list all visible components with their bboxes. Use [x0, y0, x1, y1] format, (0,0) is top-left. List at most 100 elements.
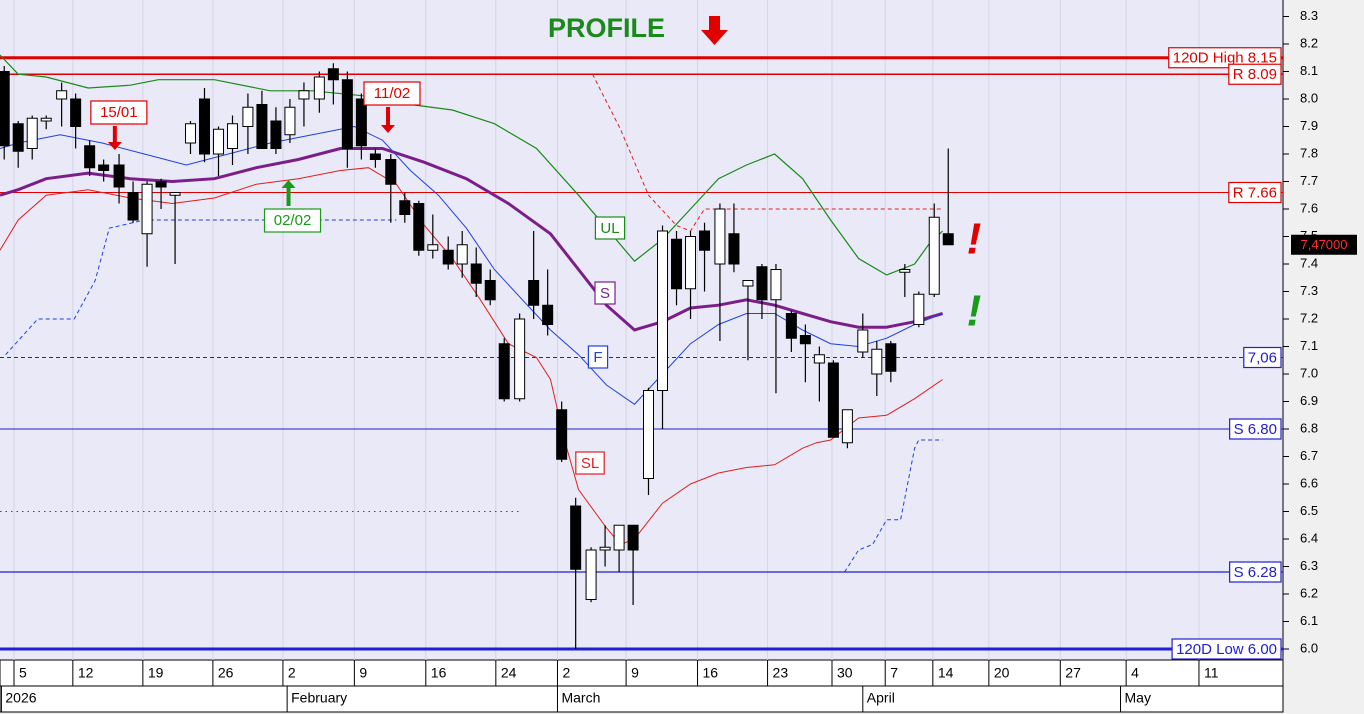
candle-body	[113, 164, 125, 188]
candle-body	[155, 181, 167, 188]
level-label: R 8.09	[1233, 66, 1277, 83]
candle-body	[613, 524, 625, 551]
candle-body	[885, 343, 897, 372]
candle-body	[256, 104, 268, 149]
candle-body	[413, 203, 425, 251]
level-label: 120D High 8.15	[1173, 50, 1277, 67]
candle-body	[56, 90, 68, 100]
y-tick-label: 6.0	[1300, 640, 1318, 655]
level-label: R 7.66	[1233, 184, 1277, 201]
line-label-box	[587, 345, 609, 369]
candle-body	[242, 106, 254, 127]
level-label-box	[1229, 561, 1282, 583]
x-tick-label: 12	[78, 665, 94, 681]
x-tick-label: 16	[703, 665, 719, 681]
line-label-box	[594, 281, 616, 305]
month-label: February	[291, 690, 347, 706]
x-tick-label: 2	[288, 665, 296, 681]
flag-box	[90, 100, 148, 125]
candle-body	[599, 546, 611, 551]
y-tick-label: 6.1	[1300, 613, 1318, 628]
flag-arrow-head	[281, 180, 296, 188]
candle-body	[498, 343, 510, 400]
y-tick-label: 6.3	[1300, 558, 1318, 573]
y-tick-label: 6.9	[1300, 393, 1318, 408]
x-tick-label: 19	[148, 665, 164, 681]
x-tick-label: 9	[631, 665, 639, 681]
y-tick-label: 7.9	[1300, 118, 1318, 133]
indicator-line	[0, 125, 943, 405]
candle-body	[327, 68, 339, 81]
flag-arrow-head	[380, 125, 395, 133]
level-label-box	[1229, 418, 1282, 440]
x-tick-label: 11	[1204, 665, 1219, 681]
y-tick-label: 8.1	[1300, 63, 1318, 78]
annotation: !	[967, 287, 982, 336]
level-label-box	[1228, 181, 1282, 204]
candle-body	[671, 238, 683, 290]
chart-title: PROFILE	[548, 13, 665, 43]
candle-body	[570, 505, 582, 570]
candle-body	[341, 79, 353, 149]
candle-body	[728, 233, 740, 265]
level-label: S 6.80	[1234, 421, 1277, 438]
candle-body	[699, 230, 711, 251]
candle-body	[643, 390, 655, 479]
candle-body	[40, 117, 52, 122]
candle-body	[385, 159, 397, 185]
labels: 120D High 8.15R 8.09 R 7.66 7,06 S 6.80 S 6.…	[90, 47, 1282, 660]
candle-body	[98, 164, 110, 171]
candle-body	[127, 192, 139, 221]
candle-body	[542, 304, 554, 325]
x-tick-label: 2	[562, 665, 570, 681]
candle-body	[785, 313, 797, 339]
candle-body	[899, 269, 911, 273]
y-tick-label: 6.4	[1300, 530, 1318, 545]
candle-body	[369, 153, 381, 160]
candle-body	[928, 216, 940, 295]
month-label: April	[867, 690, 895, 706]
y-tick-label: 6.5	[1300, 503, 1318, 518]
candle-body	[399, 200, 411, 215]
candle-body	[470, 263, 482, 284]
x-tick-label: 20	[994, 665, 1010, 681]
month-label: March	[561, 690, 600, 706]
candle-body	[857, 329, 869, 353]
x-tick-label: 23	[773, 665, 789, 681]
candle-body	[841, 409, 853, 444]
flag-box	[363, 81, 421, 106]
x-tick-label: 24	[501, 665, 517, 681]
candle-body	[70, 98, 82, 127]
candle-body	[270, 120, 282, 149]
x-tick-label: 5	[19, 665, 27, 681]
x-tick-label: 9	[359, 665, 367, 681]
candle-body	[714, 208, 726, 265]
y-tick-label: 7.4	[1300, 255, 1318, 270]
candles	[0, 63, 954, 649]
candle-body	[528, 280, 540, 306]
candle-body	[284, 106, 296, 136]
candle-body	[627, 524, 639, 551]
line-label: S	[600, 285, 610, 302]
line-label: F	[593, 349, 602, 366]
levels	[0, 56, 1283, 651]
candle-body	[514, 318, 526, 400]
y-tick-label: 7.3	[1300, 283, 1318, 298]
candle-body	[26, 117, 38, 149]
y-tick-label: 7.1	[1300, 338, 1318, 353]
y-tick-label: 7.7	[1300, 173, 1318, 188]
x-tick-label: 30	[837, 665, 853, 681]
last-price-box	[1291, 234, 1357, 255]
y-tick-label: 6.7	[1300, 448, 1318, 463]
line-label-box	[594, 216, 626, 240]
candle-body	[313, 76, 325, 100]
candle-body	[0, 71, 10, 147]
candle-body	[169, 192, 181, 196]
indicator-line	[0, 147, 944, 332]
level-label: 7,06	[1248, 349, 1277, 366]
candle-body	[657, 230, 669, 391]
x-tick-label: 26	[218, 665, 234, 681]
candle-body	[484, 280, 496, 301]
candle-body	[556, 409, 568, 460]
x-tick-label: 16	[431, 665, 447, 681]
